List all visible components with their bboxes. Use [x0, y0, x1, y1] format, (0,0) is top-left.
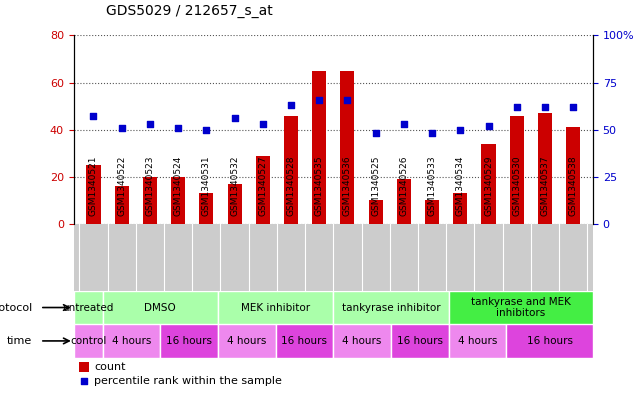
Point [540, 104, 550, 110]
Point [117, 125, 127, 131]
Point [512, 104, 522, 110]
Point [342, 96, 353, 103]
Bar [312, 71, 326, 224]
Text: percentile rank within the sample: percentile rank within the sample [94, 376, 282, 386]
Bar [481, 144, 495, 224]
Bar [506, 324, 593, 358]
Text: 16 hours: 16 hours [397, 336, 443, 346]
Text: 4 hours: 4 hours [227, 336, 267, 346]
Bar [256, 156, 270, 224]
Text: tankyrase inhibitor: tankyrase inhibitor [342, 303, 440, 312]
Text: GDS5029 / 212657_s_at: GDS5029 / 212657_s_at [106, 4, 272, 18]
Text: untreated: untreated [62, 303, 114, 312]
Bar [115, 186, 129, 224]
Text: 4 hours: 4 hours [342, 336, 382, 346]
Bar [391, 324, 449, 358]
Bar [333, 291, 449, 324]
Bar [87, 165, 101, 224]
Point [229, 115, 240, 121]
Text: 16 hours: 16 hours [281, 336, 328, 346]
Bar [228, 184, 242, 224]
Bar [276, 324, 333, 358]
Bar [369, 200, 383, 224]
Text: protocol: protocol [0, 303, 32, 312]
Bar [566, 127, 580, 224]
Text: tankyrase and MEK
inhibitors: tankyrase and MEK inhibitors [471, 297, 570, 318]
Bar [397, 179, 411, 224]
Text: 16 hours: 16 hours [166, 336, 212, 346]
Text: MEK inhibitor: MEK inhibitor [241, 303, 310, 312]
Bar [218, 324, 276, 358]
Bar [425, 200, 439, 224]
Point [370, 130, 381, 137]
Bar [103, 291, 218, 324]
Bar [143, 177, 157, 224]
Text: 4 hours: 4 hours [112, 336, 151, 346]
Bar [449, 324, 506, 358]
Text: count: count [94, 362, 126, 372]
Point [427, 130, 437, 137]
Bar [284, 116, 298, 224]
Point [483, 123, 494, 129]
Text: 4 hours: 4 hours [458, 336, 497, 346]
Bar [74, 291, 103, 324]
Bar [453, 193, 467, 224]
Point [314, 96, 324, 103]
Text: control: control [70, 336, 106, 346]
Bar [510, 116, 524, 224]
Bar [171, 177, 185, 224]
Text: 16 hours: 16 hours [527, 336, 572, 346]
Text: time: time [7, 336, 32, 346]
Point [201, 127, 212, 133]
Bar [103, 324, 160, 358]
Bar [74, 324, 103, 358]
Bar [79, 362, 89, 372]
Point [399, 121, 409, 127]
Bar [340, 71, 354, 224]
Point [568, 104, 578, 110]
Bar [199, 193, 213, 224]
Point [88, 113, 99, 119]
Point [455, 127, 465, 133]
Point [286, 102, 296, 108]
Point [79, 378, 89, 384]
Point [173, 125, 183, 131]
Point [258, 121, 268, 127]
Point [145, 121, 155, 127]
Bar [333, 324, 391, 358]
Bar [538, 113, 552, 224]
Bar [218, 291, 333, 324]
Bar [449, 291, 593, 324]
Text: DMSO: DMSO [144, 303, 176, 312]
Bar [160, 324, 218, 358]
